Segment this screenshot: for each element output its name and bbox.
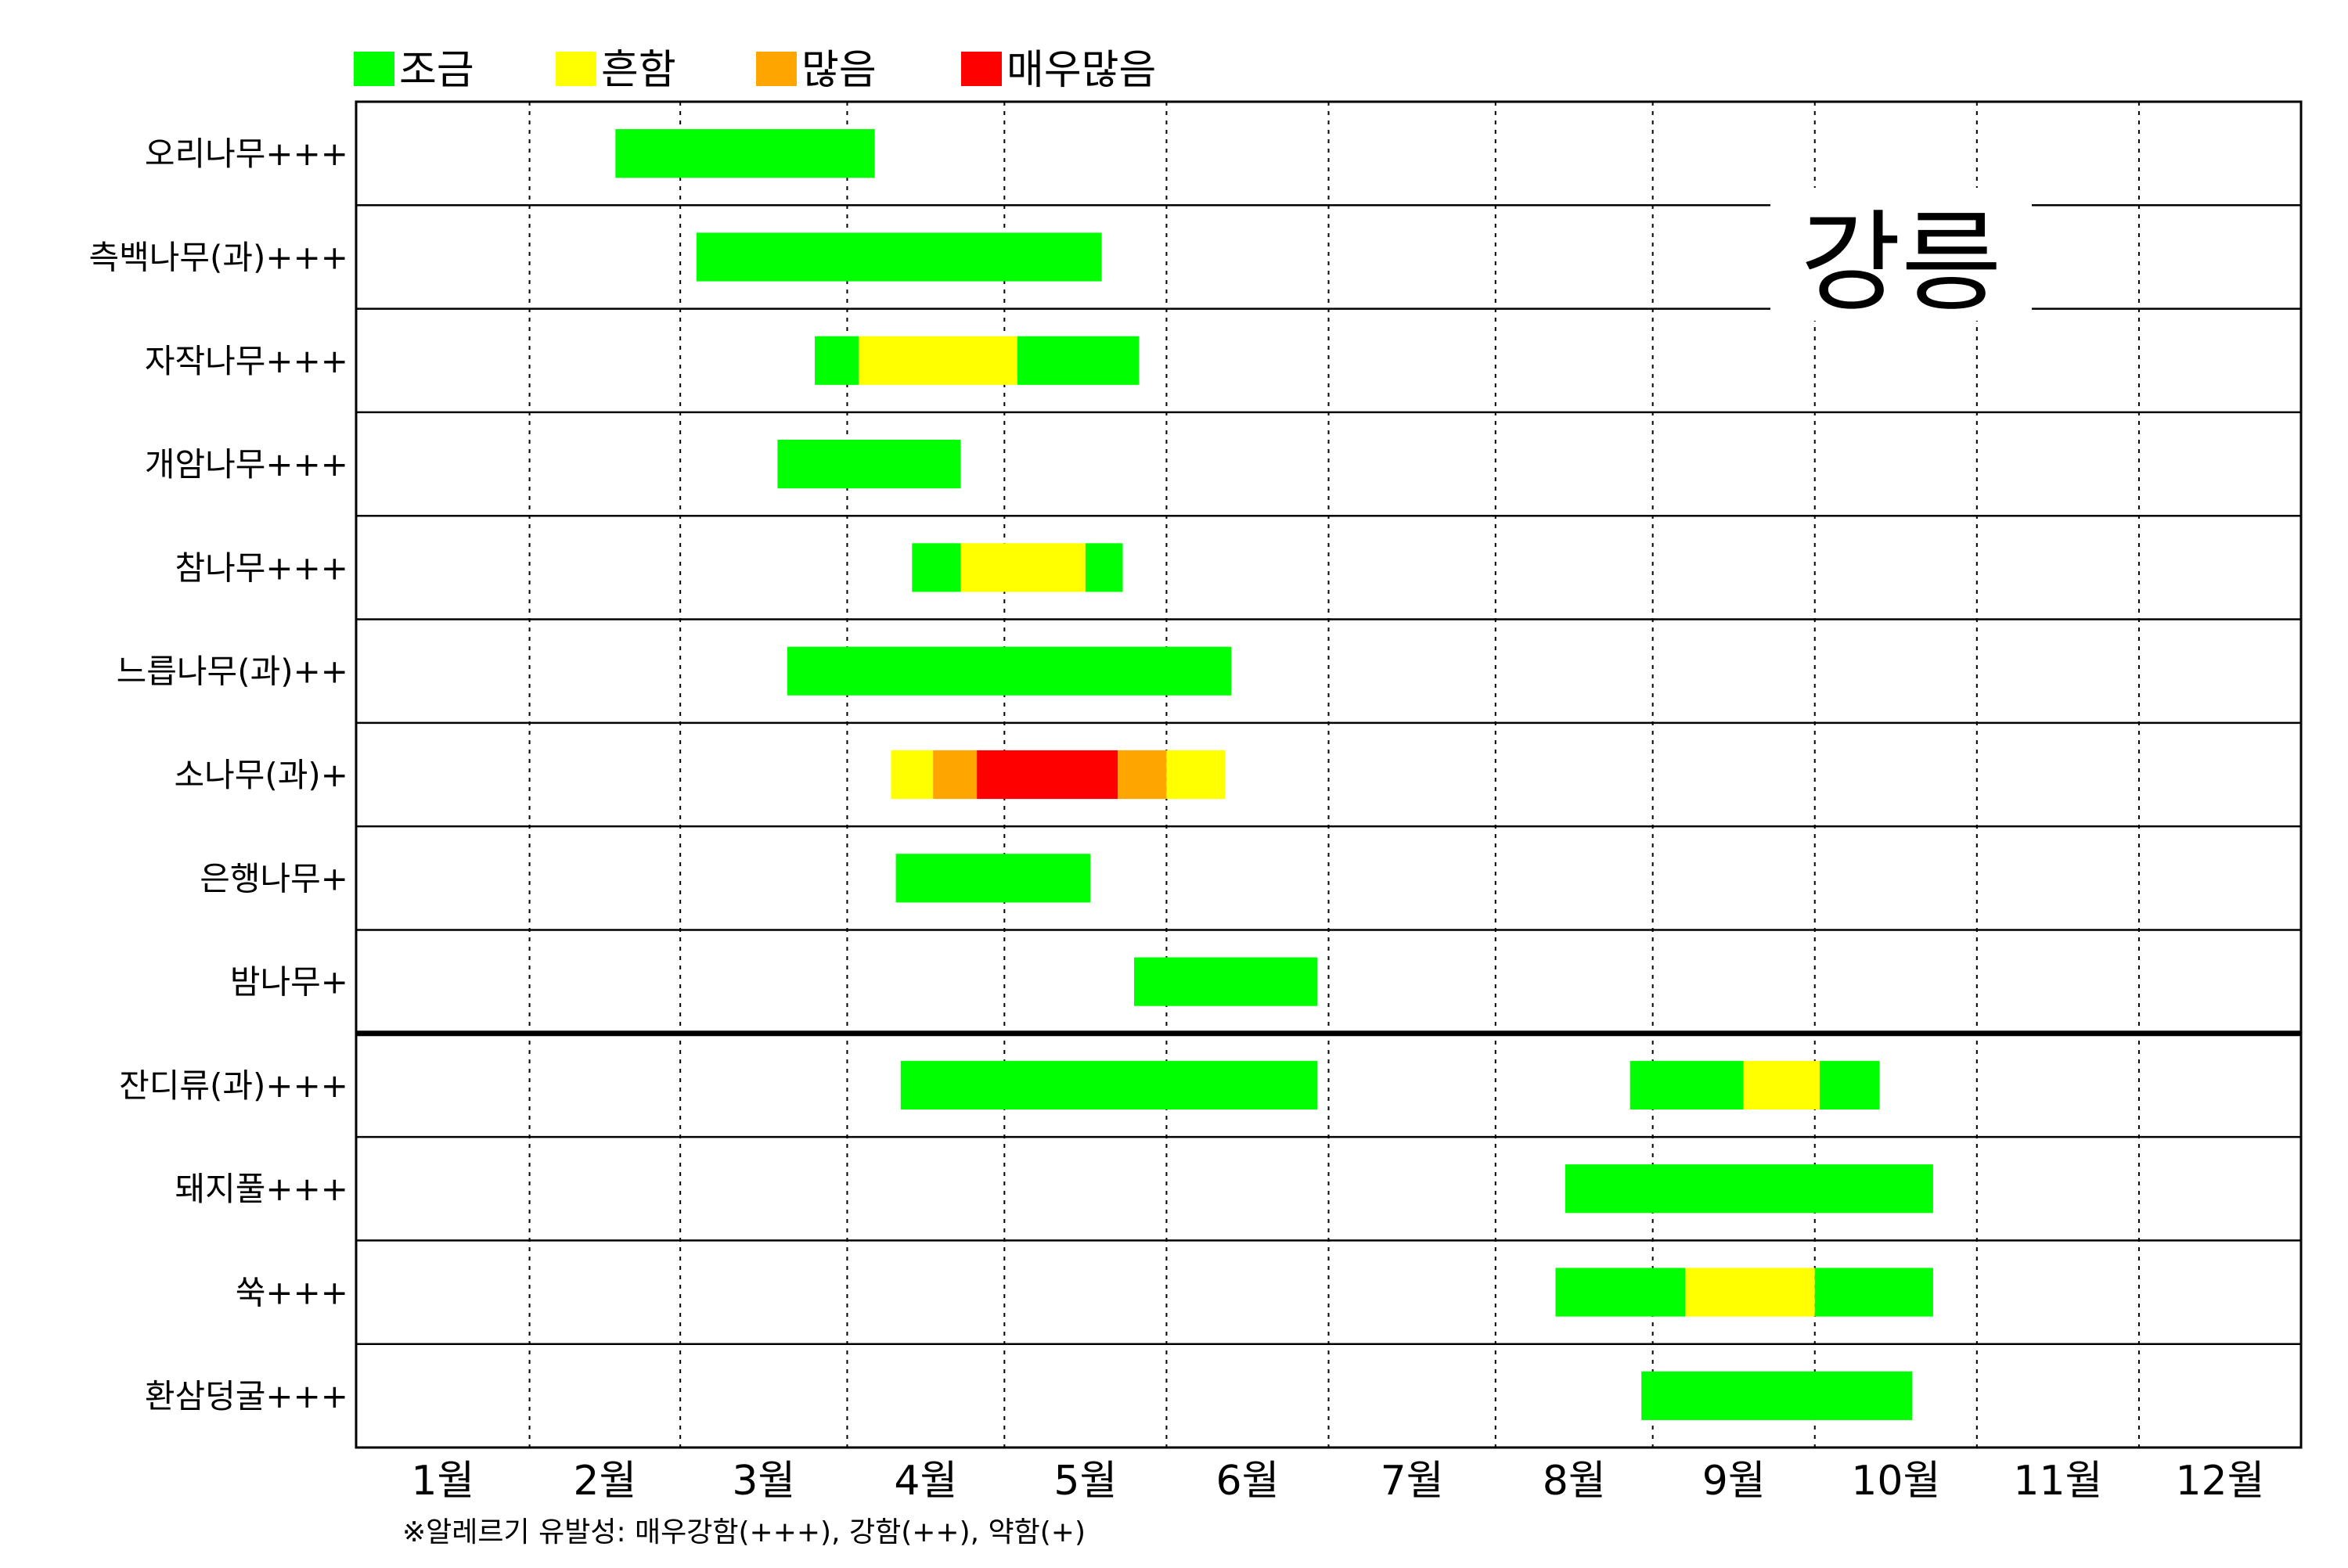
region-title: 강릉 — [1800, 200, 2002, 327]
row-label: 소나무(과)+ — [174, 756, 348, 794]
bar-segment — [1017, 336, 1140, 385]
bar-segment — [1743, 1060, 1820, 1110]
row-label: 환삼덩굴+++ — [145, 1377, 348, 1415]
row-label: 측백나무(과)+++ — [88, 238, 348, 276]
bar-segment — [912, 543, 961, 592]
row-label: 개암나무+++ — [145, 445, 348, 484]
bar-segment — [977, 750, 1118, 800]
legend-label-1: 흔함 — [601, 47, 676, 94]
bar-segment — [900, 1060, 1318, 1110]
month-label: 9월 — [1702, 1458, 1766, 1505]
month-label: 2월 — [573, 1458, 636, 1505]
row-label: 느릅나무(과)++ — [117, 653, 348, 691]
grid — [356, 102, 2301, 1448]
month-label: 8월 — [1543, 1458, 1606, 1505]
bar-segment — [895, 854, 1091, 903]
row-label: 오리나무+++ — [145, 135, 348, 173]
month-label: 5월 — [1053, 1458, 1117, 1505]
legend-label-0: 조금 — [399, 47, 474, 94]
bar-segment — [891, 750, 934, 800]
bar-segment — [777, 439, 961, 489]
month-label: 1월 — [411, 1458, 474, 1505]
row-label: 쑥+++ — [236, 1274, 348, 1312]
row-label: 밤나무+ — [230, 963, 348, 1002]
bar-segment — [1814, 1268, 1933, 1317]
bar-segment — [960, 543, 1086, 592]
month-label: 6월 — [1215, 1458, 1279, 1505]
region-title-group: 강릉 — [1770, 188, 2032, 327]
frame — [355, 100, 2303, 1449]
bar-segment — [1819, 1060, 1880, 1110]
bar-segment — [1118, 750, 1167, 800]
month-label: 7월 — [1381, 1458, 1444, 1505]
bar-segment — [1166, 750, 1225, 800]
bar-segment — [1641, 1371, 1912, 1420]
bar-segment — [1134, 957, 1318, 1006]
bar-segment — [858, 336, 1017, 385]
row-label: 참나무+++ — [175, 548, 349, 587]
bar-segment — [787, 646, 1232, 696]
month-label: 12월 — [2175, 1458, 2264, 1505]
legend-swatch-1 — [556, 52, 596, 86]
bar-segment — [1630, 1060, 1744, 1110]
legend-label-2: 많음 — [801, 47, 877, 94]
footnote: ※알레르기 유발성: 매우강함(+++), 강함(++), 약함(+) — [402, 1516, 1086, 1548]
legend-label-3: 매우많음 — [1007, 47, 1156, 94]
bars — [615, 129, 1933, 1420]
bar-segment — [1685, 1268, 1815, 1317]
month-label: 10월 — [1851, 1458, 1940, 1505]
month-labels: 1월 2월 3월 4월 5월 6월 7월 8월 9월 10월 11월 12월 — [411, 1458, 2264, 1505]
legend-swatch-0 — [354, 52, 394, 86]
bar-segment — [815, 336, 859, 385]
bar-segment — [696, 232, 1102, 282]
month-label: 4월 — [894, 1458, 957, 1505]
bar-segment — [933, 750, 978, 800]
row-label: 자작나무+++ — [145, 342, 348, 380]
bar-segment — [1085, 543, 1123, 592]
legend-swatch-2 — [756, 52, 797, 86]
legend: 조금 흔함 많음 매우많음 — [354, 47, 1156, 94]
row-labels: 오리나무+++ 측백나무(과)+++ 자작나무+++ 개암나무+++ 참나무+++ 느릅나… — [88, 135, 348, 1415]
legend-swatch-3 — [961, 52, 1002, 86]
region-title-backdrop — [1770, 188, 2032, 321]
month-label: 11월 — [2013, 1458, 2102, 1505]
month-label: 3월 — [732, 1458, 795, 1505]
bar-segment — [615, 129, 875, 178]
bar-segment — [1565, 1164, 1933, 1214]
row-label: 돼지풀+++ — [175, 1170, 349, 1208]
row-label: 은행나무+ — [200, 859, 348, 897]
plot-frame — [355, 100, 2303, 1449]
bar-segment — [1555, 1268, 1686, 1317]
row-label: 잔디류(과)+++ — [119, 1066, 348, 1105]
